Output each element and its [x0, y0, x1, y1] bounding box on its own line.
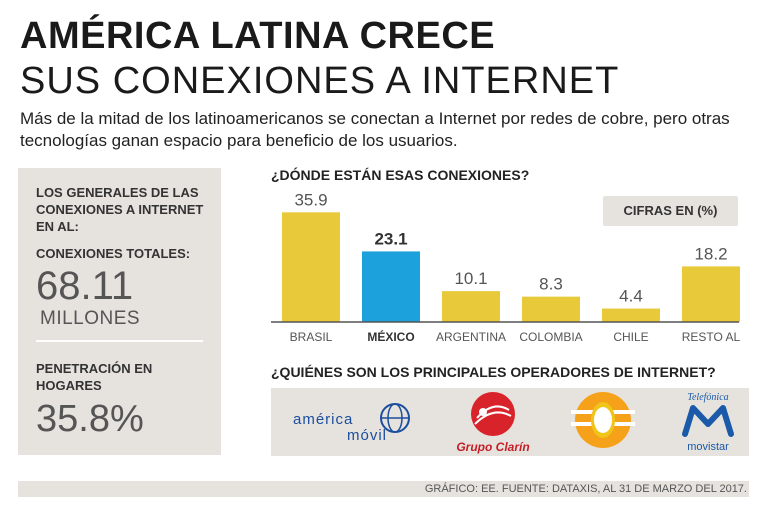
bar-chile: [602, 308, 660, 322]
bar-argentina: [442, 291, 500, 322]
category-label-argentina: ARGENTINA: [436, 330, 506, 344]
movistar-logo: Telefónica movistar: [682, 392, 734, 453]
category-label-chile: CHILE: [613, 330, 648, 344]
value-label-argentina: 10.1: [454, 269, 487, 288]
summary-divider: [36, 340, 203, 342]
value-label-mexico: 23.1: [374, 229, 407, 248]
america-movil-logo: américa móvil: [293, 403, 410, 444]
category-label-mexico: MÉXICO: [367, 329, 414, 344]
units-badge: CIFRAS EN (%): [603, 196, 738, 226]
title-line-1: AMÉRICA LATINA CRECE: [20, 15, 496, 57]
value-label-chile: 4.4: [619, 287, 643, 306]
footer-bar: [18, 481, 749, 497]
operators-title: ¿QUIÉNES SON LOS PRINCIPALES OPERADORES …: [271, 364, 716, 380]
category-label-resto-al: RESTO AL: [682, 330, 741, 344]
bar-colombia: [522, 296, 580, 322]
bar-resto-al: [682, 266, 740, 322]
svg-text:Telefónica: Telefónica: [687, 392, 728, 403]
svg-text:américa: américa: [293, 411, 353, 428]
category-label-colombia: COLOMBIA: [519, 330, 582, 344]
operators-logo-strip: américa móvil Grupo Clarín Telefónica mo…: [271, 388, 749, 456]
source-footer: GRÁFICO: EE. FUENTE: DATAXIS, AL 31 DE M…: [424, 483, 747, 495]
total-connections-unit: MILLONES: [40, 308, 141, 329]
svg-text:móvil: móvil: [347, 427, 387, 444]
title-line-2: SUS CONEXIONES A INTERNET: [20, 60, 620, 102]
value-label-colombia: 8.3: [539, 275, 563, 294]
category-label-brasil: BRASIL: [290, 330, 333, 344]
total-connections-label: CONEXIONES TOTALES:: [36, 246, 191, 261]
summary-heading: LOS GENERALES DE LAS CONEXIONES A INTERN…: [36, 185, 204, 234]
grupo-clarin-logo: Grupo Clarín: [456, 392, 530, 454]
total-connections-value: 68.11: [36, 264, 134, 308]
penetration-value: 35.8%: [36, 398, 144, 440]
chart-title: ¿DÓNDE ESTÁN ESAS CONEXIONES?: [271, 167, 530, 183]
svg-text:Grupo Clarín: Grupo Clarín: [456, 440, 529, 454]
value-label-resto-al: 18.2: [694, 244, 727, 263]
penetration-label: PENETRACIÓN EN HOGARES: [36, 361, 153, 393]
value-label-brasil: 35.9: [294, 190, 327, 209]
televisa-logo: [571, 392, 635, 448]
summary-panel: [18, 168, 221, 455]
svg-text:movistar: movistar: [687, 441, 729, 453]
bar-mexico: [362, 251, 420, 322]
subtitle: Más de la mitad de los latinoamericanos …: [20, 109, 730, 150]
bar-brasil: [282, 212, 340, 322]
